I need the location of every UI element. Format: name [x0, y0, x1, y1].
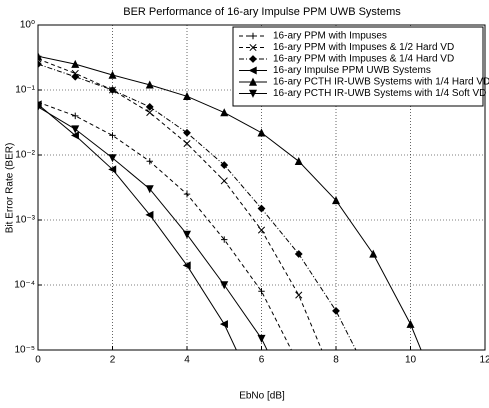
marker: [220, 108, 229, 117]
marker: [108, 70, 117, 79]
marker: [331, 196, 341, 205]
marker: [38, 103, 43, 112]
marker: [183, 140, 191, 148]
marker: [182, 91, 192, 100]
x-tick-label: 8: [333, 355, 339, 366]
marker: [108, 86, 117, 94]
marker: [38, 51, 43, 60]
legend-label: 16-ary PCTH IR-UWB Systems with 1/4 Soft…: [273, 88, 486, 99]
marker: [220, 281, 229, 290]
marker: [370, 381, 376, 387]
marker: [220, 177, 228, 185]
marker: [406, 319, 415, 328]
marker: [221, 236, 228, 243]
marker: [71, 125, 80, 134]
series-line: [38, 63, 357, 350]
legend-marker: [248, 89, 258, 98]
x-tick-label: 10: [405, 355, 417, 366]
marker: [294, 156, 303, 165]
marker: [145, 185, 154, 194]
marker: [72, 112, 79, 120]
y-tick-label: 10⁻¹: [15, 85, 35, 96]
marker: [109, 132, 116, 139]
marker: [219, 320, 228, 329]
marker: [182, 230, 192, 239]
y-tick-label: 10⁻⁴: [14, 280, 35, 291]
lines: [38, 51, 422, 387]
y-tick-label: 10⁻⁵: [14, 345, 35, 356]
series-line: [38, 58, 323, 350]
legend-box: [232, 26, 484, 107]
marker: [146, 158, 153, 165]
marker: [257, 128, 266, 137]
marker: [108, 165, 117, 174]
marker: [295, 291, 303, 299]
legend-label: 16-ary PPM with Impuses & 1/2 Hard VD: [273, 42, 454, 53]
legend-label: 16-ary PPM with Impuses & 1/4 Hard VD: [273, 54, 454, 65]
marker: [108, 154, 117, 163]
marker: [369, 249, 378, 258]
marker: [257, 204, 266, 213]
x-tick-label: 2: [110, 355, 116, 366]
y-tick-label: 10⁻²: [15, 150, 35, 161]
marker: [332, 306, 340, 315]
marker: [70, 131, 79, 140]
marker: [183, 128, 191, 137]
marker: [333, 381, 339, 387]
y-axis-label: Bit Error Rate (BER): [5, 143, 16, 234]
x-axis-label: EbNo [dB]: [239, 391, 285, 402]
marker: [146, 108, 154, 117]
x-tick-label: 4: [184, 355, 190, 366]
legend-label: 16-ary PPM with Impuses: [273, 31, 387, 42]
legend-label: 16-ary PCTH IR-UWB Systems with 1/4 Hard…: [273, 77, 489, 88]
legend-label: 16-ary Impulse PPM UWB Systems: [273, 65, 431, 76]
marker: [145, 80, 154, 89]
y-tick-label: 10⁰: [20, 20, 35, 31]
series-line: [38, 55, 422, 350]
marker: [258, 288, 265, 295]
marker: [294, 250, 303, 258]
chart-title: BER Performance of 16-ary Impulse PPM UW…: [123, 6, 401, 18]
marker: [145, 210, 154, 219]
x-tick-label: 0: [35, 355, 41, 366]
marker: [183, 190, 191, 198]
marker: [257, 334, 266, 343]
y-tick-label: 10⁻³: [15, 215, 35, 226]
legend-marker: [248, 77, 258, 86]
marker: [182, 261, 191, 270]
legend-marker: [248, 66, 257, 75]
marker: [71, 72, 80, 81]
marker: [38, 60, 42, 69]
legend-marker: [249, 43, 257, 52]
marker: [296, 361, 302, 367]
legend-marker: [249, 55, 257, 63]
series-line: [38, 101, 292, 350]
marker: [257, 226, 266, 234]
marker: [220, 161, 229, 169]
x-tick-label: 12: [479, 355, 489, 366]
marker: [145, 102, 154, 111]
marker: [71, 59, 80, 68]
x-tick-label: 6: [259, 355, 265, 366]
legend-marker: [249, 32, 257, 40]
series-line: [38, 106, 268, 350]
